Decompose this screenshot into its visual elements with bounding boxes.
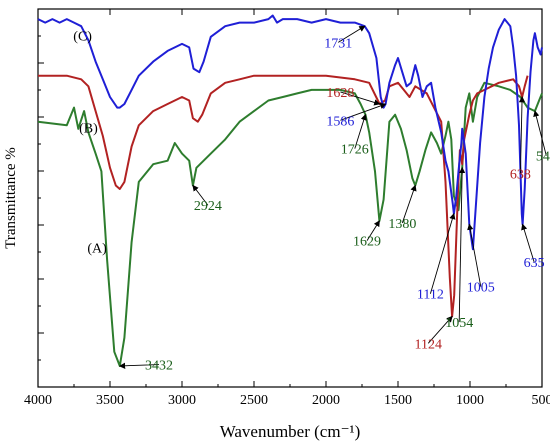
annotation-label: 2924	[194, 199, 222, 214]
series-label: (B)	[79, 121, 98, 136]
x-tick-label: 4000	[24, 393, 52, 408]
annotation-label: 1629	[353, 235, 381, 250]
x-tick-label: 1500	[384, 393, 412, 408]
annotation-arrow	[429, 212, 456, 294]
annotations-group: 3432 2924 1731 1726 1629 1628 1586 1380 1112 1124…	[118, 25, 550, 374]
series-line-b	[38, 74, 529, 318]
x-tick-label: 1000	[456, 393, 484, 408]
annotation-label: 1124	[414, 337, 441, 352]
x-ticks: 4000 3500 3000 2500 2000 1500 1000 500	[24, 9, 550, 408]
annotation-label: 1005	[467, 281, 495, 296]
x-tick-label: 3500	[96, 393, 124, 408]
annotation-arrow	[366, 220, 380, 241]
annotation-label: 638	[510, 167, 531, 182]
annotation-label: 549	[536, 150, 550, 165]
series-line-c	[37, 14, 543, 251]
x-tick-label: 500	[532, 393, 550, 408]
annotation-label: 1586	[326, 114, 354, 129]
series-label: (A)	[87, 242, 107, 257]
annotation-arrow	[118, 362, 159, 369]
annotation-label: 3432	[145, 359, 173, 374]
annotation-arrow	[354, 113, 367, 149]
x-tick-label: 2500	[240, 393, 268, 408]
annotation-arrow	[521, 223, 535, 263]
annotation-arrow	[340, 91, 381, 106]
annotation-label: 1726	[341, 143, 369, 158]
annotation-arrow	[518, 96, 526, 174]
annotation-label: 635	[524, 256, 545, 271]
y-ticks	[38, 8, 44, 388]
x-tick-label: 3000	[168, 393, 196, 408]
annotation-arrow	[427, 315, 453, 344]
annotation-arrow	[458, 166, 466, 323]
annotation-label: 1054	[445, 316, 473, 331]
annotation-label: 1112	[417, 288, 444, 303]
y-axis-title: Transmittance %	[3, 147, 19, 249]
series-label: (C)	[73, 29, 92, 44]
annotation-arrow	[340, 102, 387, 121]
annotation-arrow	[467, 223, 482, 287]
x-tick-label: 2000	[312, 393, 340, 408]
annotation-label: 1628	[326, 86, 354, 101]
annotation-arrow	[533, 110, 547, 156]
annotation-arrow	[192, 184, 209, 206]
x-axis-title: Wavenumber (cm⁻¹)	[220, 422, 361, 441]
series-group	[37, 14, 543, 367]
annotation-label: 1380	[388, 217, 416, 232]
annotation-label: 1731	[324, 36, 352, 51]
annotation-arrow	[401, 184, 417, 224]
series-labels-group: (A) (B) (C)	[73, 29, 107, 256]
annotation-arrow	[338, 25, 366, 43]
